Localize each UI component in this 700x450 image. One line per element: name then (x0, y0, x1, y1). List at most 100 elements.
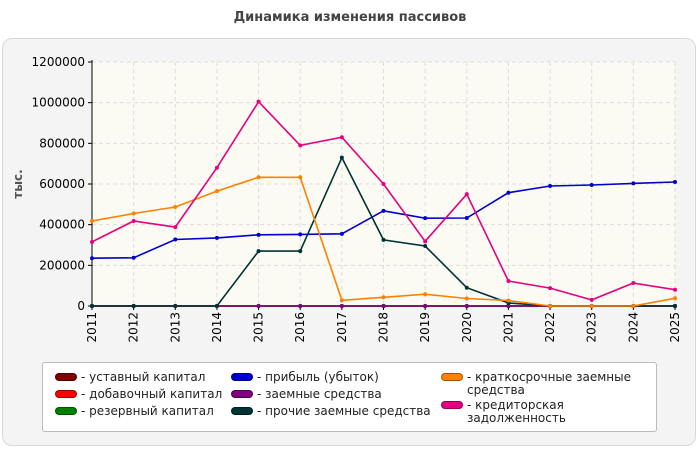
x-tick-label-6: 2017 (335, 312, 349, 343)
series-7-point-5 (298, 143, 303, 148)
legend-swatch-5 (231, 407, 253, 415)
series-4-point-6 (339, 304, 344, 308)
series-7-point-14 (673, 287, 677, 292)
series-4-point-10 (506, 304, 511, 308)
series-5-point-1 (131, 304, 136, 308)
series-6-point-3 (214, 189, 219, 194)
y-axis-label: тыс. (11, 169, 25, 198)
series-7-point-1 (131, 219, 136, 224)
legend-label-2: - резервный капитал (81, 404, 214, 418)
x-tick-label-3: 2014 (210, 312, 224, 343)
series-7-point-0 (90, 239, 94, 244)
series-5-point-3 (214, 304, 219, 308)
y-tick-label-2: 400000 (39, 218, 85, 232)
legend-item-4: - заемные средства (231, 388, 382, 401)
legend-item-5: - прочие заемные средства (231, 405, 431, 418)
legend-label-4: - заемные средства (257, 387, 382, 401)
legend-label-6: - краткосрочные заемные средства (467, 370, 631, 397)
series-7-point-13 (631, 281, 636, 286)
y-tick-label-3: 600000 (39, 177, 85, 191)
series-6-point-7 (381, 295, 386, 300)
series-4-point-5 (298, 304, 303, 308)
y-tick-label-4: 800000 (39, 136, 85, 150)
series-3-point-7 (381, 208, 386, 213)
y-tick-label-6: 1200000 (32, 55, 85, 69)
series-7-point-10 (506, 278, 511, 283)
series-5-point-5 (298, 249, 303, 254)
series-4-point-7 (381, 304, 386, 308)
series-7-point-3 (214, 165, 219, 170)
x-tick-label-4: 2015 (252, 312, 266, 343)
legend-swatch-4 (231, 390, 253, 398)
x-tick-label-13: 2024 (626, 312, 640, 343)
series-5-point-6 (339, 155, 344, 160)
legend-item-1: - добавочный капитал (55, 388, 222, 401)
series-6-point-4 (256, 175, 261, 180)
series-3-point-9 (464, 215, 469, 220)
legend-swatch-6 (441, 373, 463, 381)
series-6-point-9 (464, 296, 469, 301)
legend-item-3: - прибыль (убыток) (231, 371, 379, 384)
x-tick-label-11: 2022 (543, 312, 557, 343)
series-6-point-8 (423, 292, 428, 297)
legend-item-2: - резервный капитал (55, 405, 214, 418)
series-6-point-13 (631, 304, 636, 308)
series-7-point-7 (381, 182, 386, 186)
legend-swatch-1 (55, 390, 77, 398)
series-3-point-4 (256, 232, 261, 237)
legend-swatch-3 (231, 373, 253, 381)
series-4-point-9 (464, 304, 469, 308)
series-5-point-4 (256, 249, 261, 254)
x-tick-label-14: 2025 (668, 312, 682, 343)
x-tick-label-5: 2016 (293, 312, 307, 343)
series-7-point-12 (589, 297, 594, 302)
series-7-point-6 (339, 135, 344, 140)
series-4-point-4 (256, 304, 261, 308)
legend-swatch-7 (441, 401, 463, 409)
legend-label-5: - прочие заемные средства (257, 404, 431, 418)
series-6-point-11 (548, 304, 553, 308)
series-6-point-10 (506, 298, 511, 303)
series-6-point-2 (173, 204, 178, 209)
series-3-point-13 (631, 181, 636, 186)
x-tick-label-2: 2013 (168, 312, 182, 343)
x-tick-label-0: 2011 (85, 312, 99, 343)
x-tick-label-1: 2012 (127, 312, 141, 343)
series-7-point-9 (464, 192, 469, 197)
series-3-point-14 (673, 179, 677, 184)
series-3-point-1 (131, 255, 136, 260)
series-6-point-14 (673, 296, 677, 301)
series-7-point-2 (173, 225, 178, 230)
y-tick-label-0: 0 (77, 299, 85, 313)
legend-item-0: - уставный капитал (55, 371, 205, 384)
legend-item-7: - кредиторская задолженность (441, 399, 651, 425)
series-5-point-7 (381, 237, 386, 242)
series-5-point-9 (464, 285, 469, 290)
series-5-point-14 (673, 304, 677, 308)
legend-label-0: - уставный капитал (81, 370, 206, 384)
x-tick-label-8: 2019 (418, 312, 432, 343)
x-tick-label-12: 2023 (585, 312, 599, 343)
series-3-point-0 (90, 256, 94, 261)
series-3-point-12 (589, 183, 594, 188)
series-5-point-2 (173, 304, 178, 308)
legend-swatch-0 (55, 373, 77, 381)
y-tick-label-1: 200000 (39, 258, 85, 272)
x-tick-label-10: 2021 (501, 312, 515, 343)
series-7-point-4 (256, 99, 261, 104)
legend: - уставный капитал - добавочный капитал - … (42, 362, 657, 432)
legend-swatch-2 (55, 407, 77, 415)
series-3-point-11 (548, 184, 553, 189)
series-3-point-10 (506, 190, 511, 195)
series-5-point-0 (90, 304, 94, 308)
series-4-point-8 (423, 304, 428, 308)
chart-title: Динамика изменения пассивов (233, 10, 467, 25)
series-3-point-6 (339, 231, 344, 236)
series-5-point-8 (423, 244, 428, 249)
series-7-point-11 (548, 286, 553, 291)
x-tick-label-7: 2018 (377, 312, 391, 343)
legend-label-7: - кредиторская задолженность (467, 398, 566, 425)
x-tick-label-9: 2020 (460, 312, 474, 343)
series-7-point-8 (423, 239, 428, 244)
series-6-point-1 (131, 211, 136, 216)
